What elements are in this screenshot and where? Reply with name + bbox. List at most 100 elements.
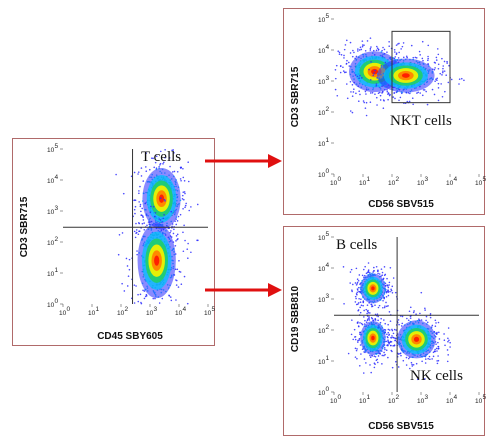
event-dot: [379, 99, 382, 101]
event-dot: [178, 259, 180, 262]
event-dot: [384, 273, 387, 276]
event-dot: [363, 316, 365, 318]
event-dot: [159, 150, 162, 153]
event-dot: [425, 315, 428, 318]
event-dot: [437, 53, 440, 56]
event-dot: [442, 70, 444, 72]
y-axis-label: CD3 SBR715: [290, 66, 301, 127]
event-dot: [352, 49, 354, 52]
event-dot: [375, 45, 378, 48]
event-dot: [366, 40, 369, 42]
event-dot: [187, 180, 190, 183]
event-dot: [387, 305, 389, 307]
panel-cd56-vs-cd19: 10 0 10 0 10 1 10 1 10 2 10 2 10 3 10 3 10 4 10 4 10 5 10 5 CD5…: [283, 226, 487, 436]
event-dot: [388, 334, 390, 336]
event-dot: [409, 367, 411, 370]
y-tick-label: 10: [318, 266, 326, 273]
x-axis-label: CD56 SBV515: [368, 199, 434, 210]
event-dot: [163, 198, 166, 201]
event-dot: [383, 48, 386, 51]
event-dot: [182, 176, 185, 179]
event-dot: [350, 333, 353, 336]
density-contour: [401, 73, 410, 78]
event-dot: [385, 295, 388, 298]
event-dot: [141, 215, 144, 217]
event-dot: [366, 312, 368, 315]
x-tick-label: 10: [330, 398, 338, 405]
event-dot: [400, 354, 402, 357]
event-dot: [126, 265, 129, 267]
event-dot: [385, 290, 388, 293]
event-dot: [436, 350, 438, 352]
event-dot: [422, 59, 424, 62]
event-dot: [358, 274, 361, 276]
x-tick-label: 10: [388, 180, 396, 187]
event-dot: [145, 293, 148, 296]
event-dot: [390, 289, 393, 292]
event-dot: [180, 283, 183, 286]
event-dot: [398, 323, 400, 326]
density-contour: [158, 194, 165, 203]
event-dot: [365, 272, 368, 275]
event-dot: [441, 57, 443, 60]
event-dot: [355, 55, 358, 58]
x-tick-label: 10: [388, 398, 396, 405]
x-tick-exponent: 2: [396, 176, 400, 183]
event-dot: [429, 358, 431, 361]
event-dot: [143, 297, 146, 300]
event-dot: [361, 76, 363, 79]
event-dot: [153, 166, 155, 169]
event-dot: [176, 268, 179, 271]
event-dot: [387, 331, 390, 334]
event-dot: [432, 351, 435, 354]
event-dot: [383, 347, 386, 349]
event-dot: [364, 90, 367, 93]
event-dot: [362, 304, 364, 307]
event-dot: [360, 322, 363, 325]
event-dot: [400, 48, 402, 50]
event-dot: [347, 352, 350, 355]
event-dot: [145, 214, 148, 216]
event-dot: [342, 266, 345, 268]
event-dot: [356, 289, 359, 291]
event-dot: [374, 69, 376, 72]
x-tick-label: 10: [175, 310, 183, 317]
y-tick-exponent: 1: [326, 355, 330, 362]
event-dot: [351, 55, 354, 58]
event-dot: [355, 267, 358, 270]
event-dot: [434, 80, 436, 82]
event-dot: [139, 205, 142, 208]
event-dot: [392, 336, 394, 339]
density-contour: [371, 286, 375, 291]
event-dot: [377, 272, 379, 275]
event-dot: [377, 319, 379, 322]
event-dot: [393, 328, 396, 331]
y-tick-exponent: 2: [326, 324, 330, 331]
event-dot: [397, 319, 400, 321]
event-dot: [183, 179, 186, 182]
event-dot: [416, 92, 418, 94]
event-dot: [433, 68, 436, 71]
event-dot: [363, 44, 365, 46]
event-dot: [373, 270, 375, 272]
event-dot: [375, 85, 378, 87]
event-dot: [122, 192, 125, 195]
event-dot: [379, 321, 382, 324]
event-dot: [365, 308, 368, 311]
event-dot: [357, 341, 359, 343]
event-dot: [435, 343, 437, 345]
event-dot: [352, 338, 355, 341]
event-dot: [441, 95, 444, 98]
event-dot: [410, 361, 413, 364]
event-dot: [367, 311, 370, 314]
event-dot: [434, 348, 436, 351]
event-dot: [384, 353, 386, 356]
x-tick-exponent: 3: [425, 394, 429, 401]
y-tick-exponent: 1: [326, 137, 330, 144]
y-tick-exponent: 4: [55, 174, 59, 181]
event-dot: [429, 316, 432, 319]
event-dot: [431, 88, 434, 91]
event-dot: [412, 363, 415, 366]
